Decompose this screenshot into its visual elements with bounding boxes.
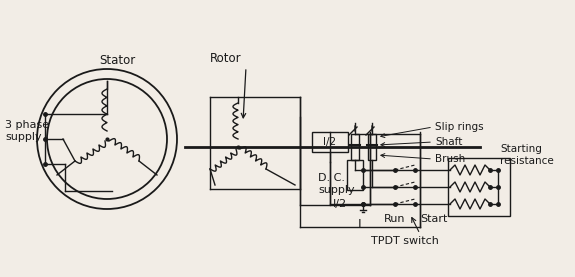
Text: Rotor: Rotor — [210, 52, 242, 65]
Text: Brush: Brush — [435, 154, 465, 164]
Text: I/2: I/2 — [333, 199, 347, 209]
Text: Slip rings: Slip rings — [435, 122, 484, 132]
Text: D. C.
supply: D. C. supply — [318, 173, 355, 195]
Text: Starting
resistance: Starting resistance — [500, 144, 554, 166]
Text: TPDT switch: TPDT switch — [371, 236, 439, 246]
Text: Shaft: Shaft — [435, 137, 462, 147]
Text: I: I — [358, 218, 362, 231]
Bar — [351, 134, 359, 160]
Text: Run: Run — [384, 214, 406, 224]
Text: Stator: Stator — [99, 54, 135, 67]
Bar — [312, 132, 348, 152]
Bar — [347, 160, 363, 190]
Text: Start: Start — [420, 214, 447, 224]
Text: I/2: I/2 — [323, 137, 336, 147]
Bar — [448, 158, 510, 216]
Text: 3 phase
supply: 3 phase supply — [5, 120, 49, 142]
Bar — [368, 134, 376, 160]
